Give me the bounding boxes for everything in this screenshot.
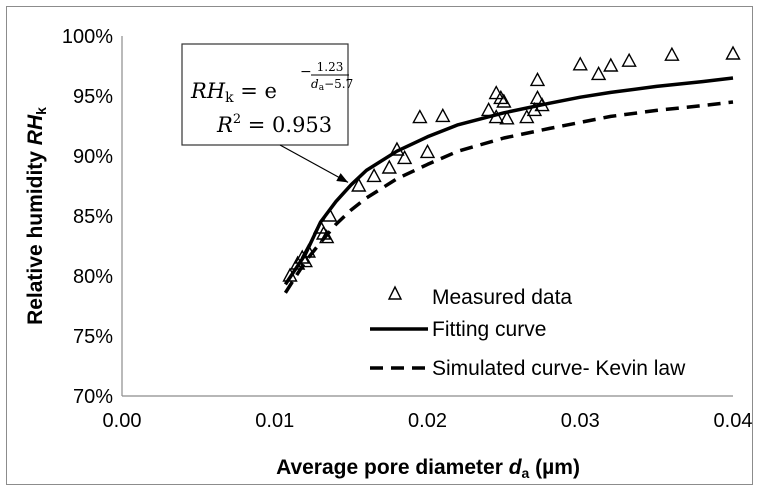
equation-line-1: RHk = e: [190, 79, 277, 106]
measured-data-point: [389, 141, 405, 156]
measured-data-point: [488, 109, 504, 124]
measured-data-point: [493, 89, 509, 105]
equation-annotation: RHk = e − 1.23 da−5.7 R2 = 0.953: [181, 43, 353, 183]
equation-exponent-denominator: da−5.7: [311, 77, 353, 93]
y-tick-label: 95%: [73, 86, 113, 108]
measured-data-point: [419, 143, 436, 159]
x-tick-label: 0.01: [255, 410, 294, 432]
measured-points: [282, 45, 741, 282]
legend-triangle-icon: [387, 285, 403, 300]
measured-data-point: [435, 107, 451, 123]
measured-data-point: [725, 45, 741, 60]
measured-data-point: [499, 110, 515, 125]
x-tick-label: 0.02: [408, 410, 447, 432]
x-tick-label: 0.04: [714, 410, 753, 432]
measured-data-point: [282, 267, 298, 282]
measured-data-point: [529, 89, 546, 105]
series-lines: [283, 76, 734, 294]
annotation-arrowhead: [336, 173, 349, 183]
measured-data-point: [496, 93, 512, 108]
x-tick-label: 0.00: [103, 410, 142, 432]
chart-frame: [6, 6, 753, 485]
y-tick-label: 80%: [73, 266, 113, 288]
y-tick-label: 100%: [62, 26, 113, 48]
equation-line-2: R2 = 0.953: [216, 112, 332, 137]
measured-data-point: [297, 253, 313, 268]
measured-data-point: [319, 229, 335, 244]
measured-data-point: [572, 56, 588, 71]
legend-label-measured: Measured data: [432, 286, 572, 309]
y-tick-labels: 70% 75% 80% 85% 90% 95% 100%: [62, 26, 113, 408]
equation-exponent-minus: −: [300, 64, 312, 80]
equation-exponent-numerator: 1.23: [317, 60, 344, 74]
legend: Measured data Fitting curve Simulated cu…: [370, 285, 686, 380]
y-tick-label: 70%: [73, 386, 113, 408]
measured-data-point: [621, 52, 637, 67]
measured-data-point: [300, 243, 317, 258]
simulated-curve-line: [283, 100, 734, 294]
x-axis-title: Average pore diameter da (µm): [276, 456, 580, 481]
annotation-arrow: [279, 144, 349, 183]
y-tick-label: 90%: [73, 146, 113, 168]
measured-data-point: [519, 109, 535, 124]
measured-data-point: [412, 109, 428, 124]
measured-data-point: [590, 65, 607, 81]
measured-data-point: [534, 97, 550, 112]
measured-data-point: [396, 149, 413, 165]
equation-box: [181, 43, 349, 146]
x-tick-labels: 0.00 0.01 0.02 0.03 0.04: [103, 410, 753, 432]
measured-data-point: [664, 46, 680, 61]
measured-data-point: [366, 167, 382, 183]
measured-data-point: [603, 57, 619, 72]
y-axis-title: Relative humidity RHk: [24, 107, 49, 325]
measured-data-point: [315, 225, 332, 240]
measured-data-point: [480, 101, 497, 117]
measured-data-point: [322, 207, 338, 222]
measured-data-point: [526, 101, 543, 117]
x-tick-label: 0.03: [561, 410, 600, 432]
y-tick-label: 75%: [73, 326, 113, 348]
legend-label-simulated: Simulated curve- Kevin law: [432, 357, 686, 380]
y-tick-label: 85%: [73, 206, 113, 228]
measured-data-point: [529, 71, 546, 87]
measured-data-point: [351, 177, 367, 192]
legend-label-fitting: Fitting curve: [432, 318, 546, 341]
measured-data-point: [381, 159, 397, 174]
